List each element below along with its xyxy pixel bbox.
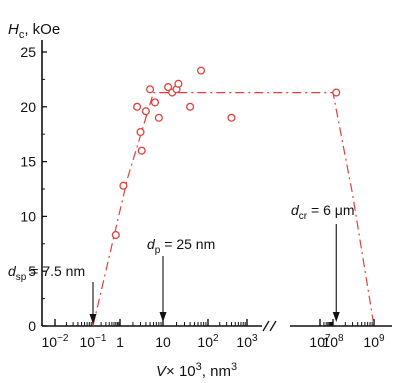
data-point [332,88,341,97]
data-point [141,107,150,116]
annotation-d-cr: dcr = 6 μm [291,202,355,222]
data-point [137,146,146,155]
annotation-arrowhead [332,312,340,322]
annotation-d-sp: dsp = 7.5 nm [8,263,85,283]
y-tick-label: 5 [28,263,36,279]
y-axis-label: Hc, kOe [8,21,60,41]
x-tick-label: 10 [155,334,171,350]
data-point [186,102,195,111]
series-line [92,92,375,327]
x-tick-label: 109 [363,333,385,350]
data-point [227,113,236,122]
x-tick-label: 10−2 [42,333,69,350]
plot-area: dsp = 7.5 nm dp = 25 nm dcr = 6 μm [8,66,375,327]
data-point [164,83,173,92]
data-point [111,230,120,240]
data-point [133,102,142,111]
axis-break-mark [262,320,270,332]
data-point [119,181,128,190]
data-point [146,85,155,94]
data-point [174,79,183,88]
y-tick-label: 25 [20,44,36,60]
axis-break-mark [269,320,277,332]
y-tick-label: 15 [20,154,36,170]
x-tick-label: 103 [236,333,258,350]
data-point [150,98,160,107]
x-tick-label: 107 [309,333,331,350]
data-point [154,113,163,122]
annotation-arrowhead [89,314,97,324]
x-tick-label: 102 [197,333,219,350]
y-tick-label: 0 [28,318,36,334]
y-tick-label: 20 [20,99,36,115]
x-tick-label: 10−1 [80,333,107,350]
data-point [196,66,206,75]
x-axis-label: V× 103, nm3 [156,361,237,380]
data-point [136,127,145,137]
x-tick-label: 1 [116,334,124,350]
annotation-arrowhead [159,312,167,322]
y-tick-label: 10 [20,208,36,224]
annotation-d-p: dp = 25 nm [147,236,215,256]
x-tick-label: 108 [322,333,344,350]
